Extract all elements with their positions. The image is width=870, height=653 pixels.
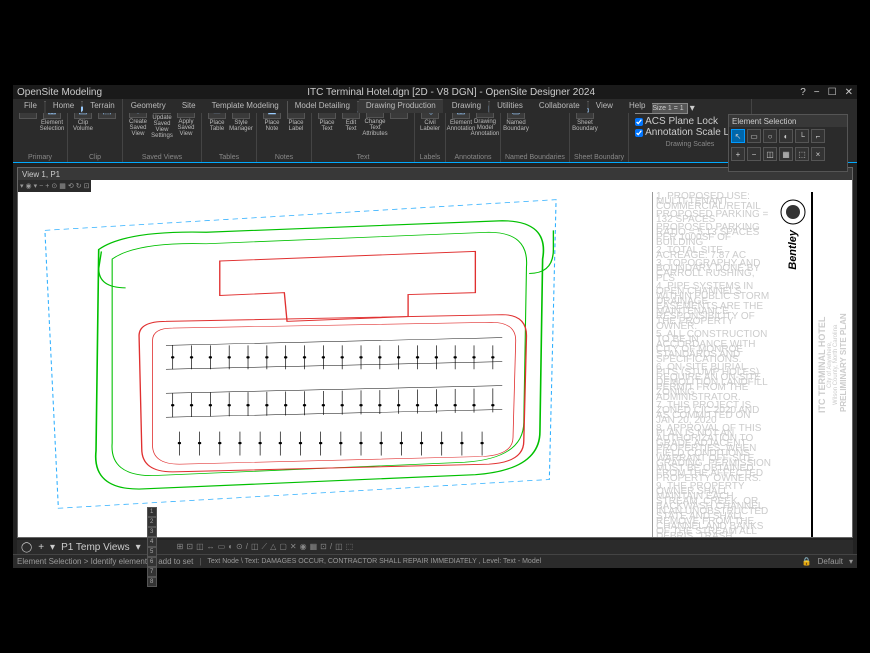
bottom-tool-icon[interactable]: ◫ <box>335 542 343 552</box>
plus-icon[interactable]: + <box>38 542 44 553</box>
status-bar: Element Selection > Identify element to … <box>13 554 857 568</box>
view-toggle-3[interactable]: 3 <box>147 527 157 537</box>
bottom-tool-icon[interactable]: ◉ <box>300 542 307 552</box>
bottom-tool-icon[interactable]: ⊡ <box>320 542 327 552</box>
sel-tool-1-1[interactable]: − <box>747 147 761 161</box>
status-element-info: Text Node \ Text: DAMAGES OCCUR, CONTRAC… <box>207 558 541 565</box>
sel-tool-1-5[interactable]: × <box>811 147 825 161</box>
sel-tool-1-3[interactable]: ▦ <box>779 147 793 161</box>
status-prompt: Element Selection > Identify element to … <box>17 557 193 566</box>
maximize-icon[interactable]: ☐ <box>828 87 837 98</box>
drawing-canvas[interactable]: 1. PROPOSED USE: MULTI-TENANT COMMERCIAL… <box>18 192 852 537</box>
bottom-tool-icon[interactable]: ◫ <box>196 542 204 552</box>
ribbon-tab-strip: FileHomeTerrainGeometrySiteTemplate Mode… <box>13 99 652 113</box>
view-tool-icon[interactable]: ⟲ <box>68 182 74 190</box>
sel-tool-0-2[interactable]: ○ <box>763 129 777 143</box>
document-title: ITC Terminal Hotel.dgn [2D - V8 DGN] - O… <box>307 87 595 98</box>
sel-tool-0-4[interactable]: └ <box>795 129 809 143</box>
bottom-tool-icon[interactable]: ◫ <box>251 542 259 552</box>
circle-icon[interactable]: ◯ <box>21 542 32 553</box>
bottom-tool-icon[interactable]: ▭ <box>218 542 226 552</box>
bottom-tool-icon[interactable]: △ <box>270 542 276 552</box>
tool-title: Element Selection <box>729 115 847 127</box>
bottom-tool-icon[interactable]: / <box>246 542 248 552</box>
view-toolbar: ▾◉▾−+⊙▦⟲↻⊡ <box>18 180 91 192</box>
tab-drawing[interactable]: Drawing <box>445 99 488 113</box>
view-tool-icon[interactable]: ◉ <box>26 182 32 190</box>
general-notes: 1. PROPOSED USE: MULTI-TENANT COMMERCIAL… <box>653 192 774 537</box>
tab-collaborate[interactable]: Collaborate <box>532 99 587 113</box>
view-tool-icon[interactable]: + <box>45 183 49 190</box>
view-toggle-6[interactable]: 6 <box>147 557 157 567</box>
view-toggle-5[interactable]: 5 <box>147 547 157 557</box>
view-toggle-8[interactable]: 8 <box>147 577 157 587</box>
bottom-tool-icon[interactable]: ⊞ <box>177 542 184 552</box>
bottom-tool-icon[interactable]: ⟋ <box>262 542 268 552</box>
tab-geometry[interactable]: Geometry <box>124 99 173 113</box>
sel-tool-0-5[interactable]: ⌐ <box>811 129 825 143</box>
firm-logo-block: Bentley <box>774 192 812 537</box>
view-toggle-1[interactable]: 1 <box>147 507 157 517</box>
view-tool-icon[interactable]: ▾ <box>34 182 38 190</box>
tab-site[interactable]: Site <box>175 99 203 113</box>
level-dropdown[interactable]: Default <box>818 557 843 566</box>
window-titlebar: OpenSite Modeling ITC Terminal Hotel.dgn… <box>13 85 857 99</box>
element-selection-tool[interactable]: Element Selection ↖▭○◐└⌐ +−◫▦⬚× <box>728 114 848 172</box>
bottom-tool-icon[interactable]: / <box>330 542 332 552</box>
tab-model-detailing[interactable]: Model Detailing <box>288 99 357 113</box>
bottom-tool-icon[interactable]: ⊡ <box>186 542 193 552</box>
tab-file[interactable]: File <box>17 99 44 113</box>
view-window: View 1, P1 ▾◉▾−+⊙▦⟲↻⊡ <box>17 167 853 538</box>
sel-tool-1-4[interactable]: ⬚ <box>795 147 809 161</box>
tab-view[interactable]: View <box>589 99 620 113</box>
bottom-tool-icon[interactable]: ◐ <box>228 542 233 552</box>
sel-tool-1-0[interactable]: + <box>731 147 745 161</box>
view-tool-icon[interactable]: ⊙ <box>51 182 57 190</box>
sel-tool-0-3[interactable]: ◐ <box>779 129 793 143</box>
bottom-tool-icon[interactable]: ▦ <box>310 542 318 552</box>
tab-drawing-production[interactable]: Drawing Production <box>359 99 443 113</box>
close-icon[interactable]: ✕ <box>845 87 853 98</box>
sheet-title-block: ITC TERMINAL HOTEL City of Anywhere, Wil… <box>812 192 852 537</box>
view-tool-icon[interactable]: ▾ <box>20 182 24 190</box>
bottom-tool-icon[interactable]: ↔ <box>207 542 215 552</box>
bottom-tool-icon[interactable]: ▢ <box>279 542 287 552</box>
view-tool-icon[interactable]: ▦ <box>59 182 66 190</box>
view-toggle-7[interactable]: 7 <box>147 567 157 577</box>
sel-tool-0-0[interactable]: ↖ <box>731 129 745 143</box>
sel-tool-0-1[interactable]: ▭ <box>747 129 761 143</box>
bottom-tool-icon[interactable]: ✕ <box>290 542 297 552</box>
view-group-label[interactable]: P1 Temp Views <box>61 542 130 553</box>
help-icon[interactable]: ? <box>800 87 806 98</box>
bottom-tool-icon[interactable]: ⊙ <box>236 542 243 552</box>
view-group-bar: ◯ + ▾ P1 Temp Views ▾ 12345678 ⊞⊡◫↔▭◐⊙/◫… <box>17 540 853 554</box>
lock-icon[interactable]: 🔒 <box>802 557 812 566</box>
tab-template-modeling[interactable]: Template Modeling <box>205 99 286 113</box>
view-toggle-4[interactable]: 4 <box>147 537 157 547</box>
view-title: View 1, P1 <box>18 168 852 180</box>
tab-terrain[interactable]: Terrain <box>83 99 121 113</box>
view-toggle-2[interactable]: 2 <box>147 517 157 527</box>
bottom-tool-icon[interactable]: ⬚ <box>346 542 354 552</box>
sel-tool-1-2[interactable]: ◫ <box>763 147 777 161</box>
app-mode: OpenSite Modeling <box>17 87 102 98</box>
view-tool-icon[interactable]: ↻ <box>76 182 82 190</box>
view-tool-icon[interactable]: ⊡ <box>84 182 90 190</box>
view-tool-icon[interactable]: − <box>39 183 43 190</box>
tab-help[interactable]: Help <box>622 99 652 113</box>
tab-home[interactable]: Home <box>46 99 81 113</box>
title-block: 1. PROPOSED USE: MULTI-TENANT COMMERCIAL… <box>652 192 852 537</box>
minimize-icon[interactable]: − <box>814 87 820 98</box>
tab-utilities[interactable]: Utilities <box>490 99 530 113</box>
